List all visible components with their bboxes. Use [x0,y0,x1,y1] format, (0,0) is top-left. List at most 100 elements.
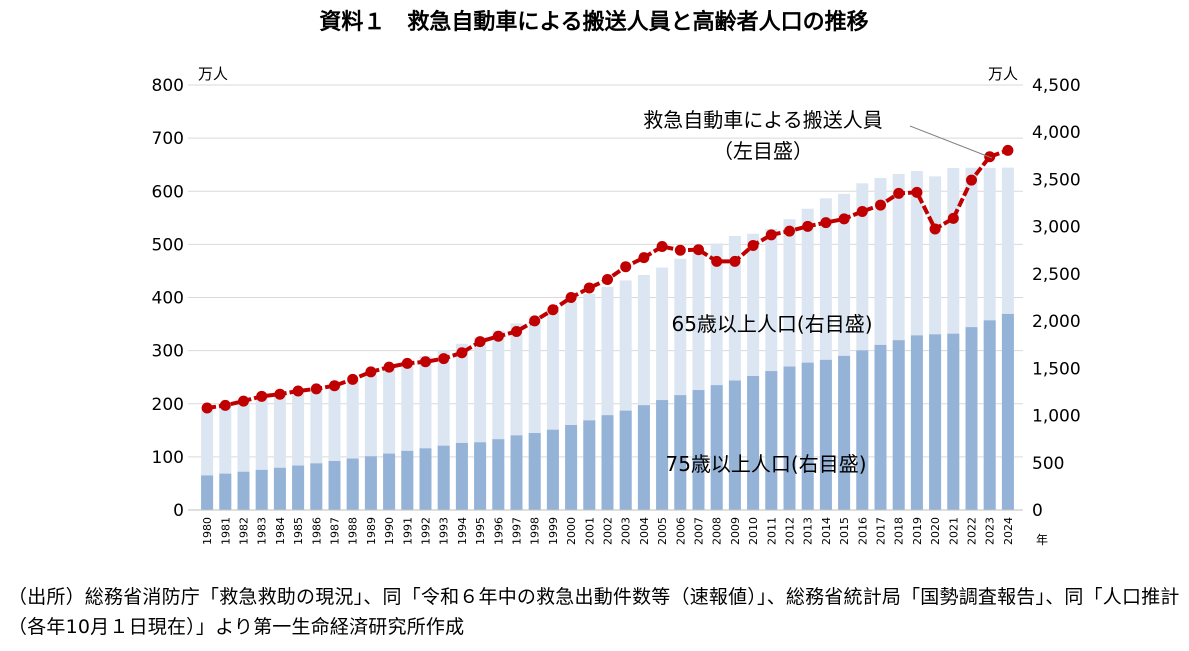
right-axis-ticks: 0 500 1,000 1,500 2,000 2,500 3,000 3,500 4,000 4… [1032,76,1081,521]
bar-75-plus [364,456,377,510]
left-tick-label: 100 [152,448,184,468]
left-tick-label: 500 [152,235,184,255]
transport-point [420,356,431,368]
transport-point [401,357,413,369]
annotation-leader-line [909,125,993,159]
x-tick-label: 2003 [620,517,633,545]
left-axis-ticks: 0 100 200 300 400 500 600 700 800 [152,76,184,521]
transport-point [656,241,668,252]
transport-point [784,225,795,237]
transport-point [474,336,486,348]
x-tick-label: 2022 [966,517,979,545]
line-annotation-axis: （左目盛） [713,139,813,163]
x-tick-label: 1980 [201,517,214,545]
x-tick-label: 1996 [492,517,505,545]
left-tick-label: 700 [152,129,184,149]
x-tick-label: 1986 [310,517,323,545]
bar-75-plus [346,458,359,510]
transport-point [674,244,686,256]
transport-point [711,255,723,267]
bar-75-plus [892,340,905,510]
bar-75-plus [510,435,523,510]
transport-point [219,399,231,411]
transport-points [201,144,1014,414]
bar-75-plus [874,344,887,510]
x-tick-label: 1982 [238,517,251,545]
bar-75-plus [528,433,541,510]
transport-point [638,252,650,264]
x-tick-label: 2006 [674,517,687,545]
transport-point [838,213,850,225]
transport-point [693,244,704,256]
x-tick-label: 1998 [529,517,542,545]
transport-point [765,229,777,241]
x-tick-label: 2010 [747,517,760,545]
bar-75-plus [601,415,614,510]
x-tick-label: 1987 [329,517,342,545]
bar-75-plus [801,362,814,510]
bar-75-plus [328,460,341,510]
source-note: （出所）総務省消防庁「救急救助の現況」、同「令和６年中の救急出動件数等（速報値）… [8,586,1180,638]
x-tick-label: 1994 [456,517,469,545]
bar75-annotation: 75歳以上人口(右目盛) [665,452,866,476]
line-annotation: 救急自動車による搬送人員 [643,108,882,132]
transport-point [875,199,886,211]
x-tick-label: 1989 [365,517,378,545]
bar-75-plus [728,380,741,510]
x-tick-label: 2005 [656,517,669,545]
x-tick-label: 1993 [438,517,451,545]
right-tick-label: 0 [1032,501,1043,521]
transport-point [256,390,268,402]
chart: 資料１ 救急自動車による搬送人員と高齢者人口の推移 万人 万人 01002003… [152,9,1081,547]
bar-75-plus [765,371,778,510]
x-tick-label: 1997 [511,517,524,545]
chart-title: 資料１ 救急自動車による搬送人員と高齢者人口の推移 [319,9,868,35]
bar-75-plus [455,442,468,510]
transport-point [238,395,249,407]
x-tick-label: 2023 [984,517,997,545]
transport-point [929,223,941,235]
bar-75-plus [947,333,960,510]
bar-75-plus [437,445,450,510]
transport-point [747,239,759,251]
x-tick-label: 1985 [292,517,305,545]
bar-75-plus [237,471,250,510]
bar-75-plus [674,395,687,510]
transport-point [856,205,868,217]
transport-point [365,366,377,378]
bar-75-plus [637,405,650,510]
bar-75-plus [292,465,305,510]
x-tick-label: 2011 [765,517,778,545]
transport-point [820,217,832,229]
transport-point [201,402,213,414]
transport-point [911,186,923,198]
transport-point [292,385,304,397]
x-tick-label: 2020 [929,517,942,545]
left-tick-label: 200 [152,395,184,415]
transport-point [583,282,595,294]
right-tick-label: 1,500 [1032,359,1081,379]
bar-75-plus [929,334,942,510]
x-tick-label: 1995 [474,517,487,545]
bar-75-plus [838,355,851,510]
bar-75-plus [219,473,232,510]
transport-point [492,330,504,342]
bar-75-plus [201,475,214,510]
x-tick-label: 2012 [784,517,797,545]
right-tick-label: 1,000 [1032,407,1081,427]
bar-75-plus [255,469,268,510]
bar-75-plus [656,400,669,510]
bar-75-plus [747,375,760,510]
x-tick-label: 2015 [838,517,851,545]
right-axis-unit: 万人 [988,65,1018,83]
transport-point [802,220,814,232]
x-tick-label: 2014 [820,517,833,545]
transport-point [511,326,522,337]
bar-75-plus [692,390,705,510]
x-tick-label: 2019 [911,517,924,545]
x-tick-label: 1981 [219,517,232,545]
x-tick-label: 1984 [274,517,287,545]
x-axis-labels: 1980 1981 1982 1983 1984 1985 1986 1987 1988 1989… [201,517,1015,545]
bar-75-plus [619,410,632,510]
right-tick-label: 4,000 [1032,123,1081,143]
